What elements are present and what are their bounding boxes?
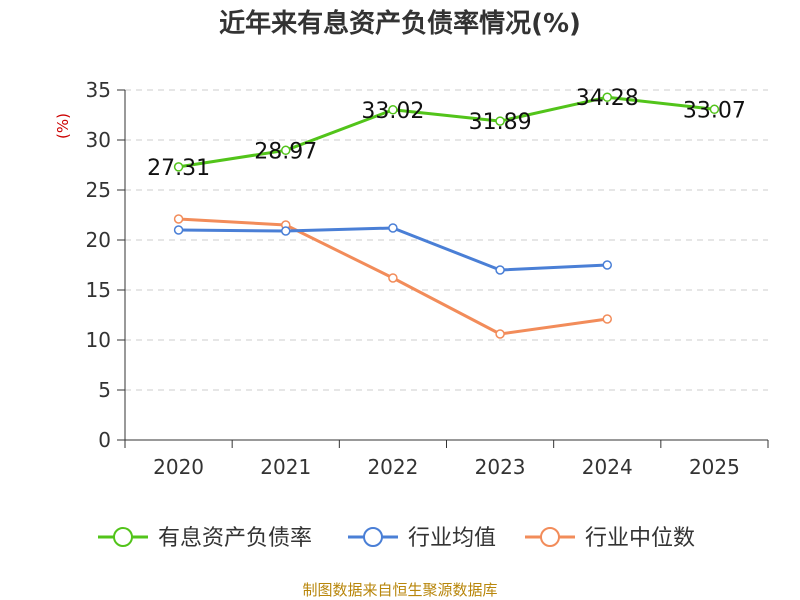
point-s0-2023 xyxy=(495,116,505,126)
legend-label-2: 行业中位数 xyxy=(585,526,695,551)
x-tick-label-2023: 2023 xyxy=(475,455,526,479)
point-s1-2023 xyxy=(495,265,505,275)
x-tick-label-2020: 2020 xyxy=(153,455,204,479)
point-s1-2022 xyxy=(388,223,398,233)
point-s1-2020 xyxy=(173,225,184,235)
point-s0-2025 xyxy=(709,104,720,115)
x-tick-label-2022: 2022 xyxy=(367,455,418,479)
point-s0-2022 xyxy=(388,105,398,115)
point-s2-2024 xyxy=(602,314,612,324)
x-tick-label-2024: 2024 xyxy=(582,455,633,479)
legend-marker-0 xyxy=(113,527,133,547)
y-tick-label-30: 30 xyxy=(86,128,111,152)
data-label-2020: 27.31 xyxy=(147,156,210,181)
series-line-0 xyxy=(178,95,715,169)
legend-item-0[interactable]: 有息资产负债率 xyxy=(98,526,312,551)
chart-title: 近年来有息资产负债率情况(%) xyxy=(219,8,581,39)
series-group: 27.31 28.97 33.02 31.89 34.28 33.07 xyxy=(147,86,746,339)
series-line-1 xyxy=(178,226,608,272)
legend-item-2[interactable]: 行业中位数 xyxy=(525,526,695,551)
data-label-2023: 31.89 xyxy=(469,110,532,135)
point-s0-2021 xyxy=(281,145,291,156)
y-tick-label-20: 20 xyxy=(86,228,111,252)
data-label-2024: 34.28 xyxy=(576,86,639,111)
source-note: 制图数据来自恒生聚源数据库 xyxy=(302,581,497,599)
y-tick-label-0: 0 xyxy=(98,428,111,452)
data-label-2025: 33.07 xyxy=(683,98,746,123)
point-s1-2021 xyxy=(281,226,291,236)
legend-marker-1 xyxy=(363,527,383,547)
legend-marker-2 xyxy=(540,527,560,547)
y-tick-label-5: 5 xyxy=(98,378,111,402)
legend-label-1: 行业均值 xyxy=(408,526,496,551)
legend-item-1[interactable]: 行业均值 xyxy=(348,526,496,551)
point-s0-2024 xyxy=(602,92,612,102)
y-tick-label-10: 10 xyxy=(86,328,111,352)
grid xyxy=(125,89,768,391)
x-tick-label-2021: 2021 xyxy=(260,455,311,479)
point-s2-2022 xyxy=(388,273,398,283)
x-tick-label-2025: 2025 xyxy=(689,455,740,479)
data-label-2022: 33.02 xyxy=(361,99,424,124)
y-tick-label-25: 25 xyxy=(86,178,111,202)
y-tick-label-15: 15 xyxy=(86,278,111,302)
y-axis-label: (%) xyxy=(54,113,72,139)
point-s2-2020 xyxy=(173,214,184,224)
y-tick-label-35: 35 xyxy=(86,78,111,102)
legend[interactable]: 有息资产负债率 行业均值 行业中位数 xyxy=(98,526,695,551)
legend-label-0: 有息资产负债率 xyxy=(158,526,312,551)
point-s2-2023 xyxy=(495,329,505,339)
data-label-2021: 28.97 xyxy=(254,139,317,164)
point-s0-2020 xyxy=(173,162,184,172)
point-s1-2024 xyxy=(602,260,612,270)
